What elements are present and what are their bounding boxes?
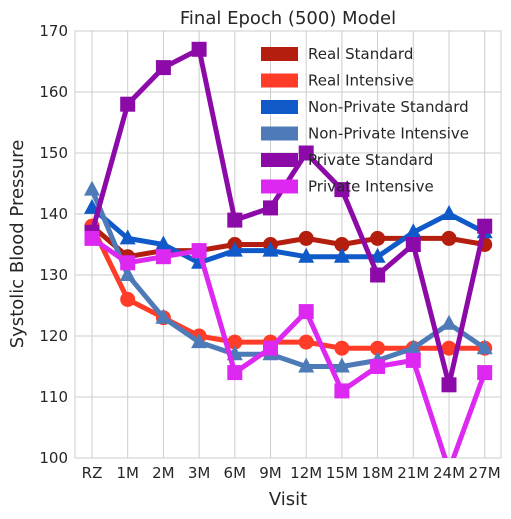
x-tick-label: 24M [433, 464, 465, 482]
y-tick-label: 100 [39, 449, 68, 467]
data-point [263, 200, 278, 216]
x-tick-label: 27M [469, 464, 501, 482]
legend-item: Private Standard [261, 151, 433, 169]
data-point [477, 218, 493, 234]
data-point [370, 359, 386, 374]
x-tick-label: 1M [116, 464, 139, 482]
legend-swatch [261, 100, 298, 114]
series-group [84, 41, 493, 458]
legend-item: Real Standard [261, 45, 413, 63]
data-point [298, 304, 314, 320]
data-point [370, 267, 386, 283]
legend: Real Standard Real Intensive Non-Private S… [261, 45, 469, 196]
data-point [441, 205, 457, 220]
legend-swatch [261, 47, 298, 61]
data-point [370, 230, 386, 246]
legend-label: Private Standard [308, 151, 433, 169]
legend-item: Real Intensive [261, 72, 414, 90]
data-point [334, 383, 350, 399]
legend-label: Real Intensive [308, 72, 414, 90]
series-line [90, 205, 486, 266]
legend-label: Real Standard [308, 45, 413, 63]
x-tick-label: 6M [224, 464, 247, 482]
data-point [298, 145, 314, 161]
data-point [405, 223, 422, 239]
data-point [441, 230, 457, 246]
data-point [370, 340, 386, 356]
data-point [227, 365, 243, 381]
y-axis-label: Systolic Blood Pressure [7, 140, 28, 349]
data-point [155, 60, 171, 76]
y-tick-label: 120 [39, 327, 68, 345]
legend-swatch [261, 73, 298, 88]
y-tick-label: 110 [39, 388, 68, 406]
y-tick-label: 130 [39, 266, 68, 284]
legend-swatch [261, 126, 298, 141]
data-point [120, 96, 136, 112]
data-point [405, 352, 421, 368]
chart-title: Final Epoch (500) Model [180, 8, 396, 29]
x-tick-label: 9M [259, 464, 282, 482]
data-point [191, 333, 208, 349]
data-point [298, 247, 315, 263]
legend-label: Non-Private Intensive [308, 125, 469, 143]
legend-swatch [261, 153, 298, 167]
data-point [333, 357, 350, 373]
data-point [298, 334, 314, 350]
legend-item: Non-Private Standard [261, 98, 469, 116]
data-point [120, 291, 136, 307]
data-point [226, 241, 243, 257]
data-point [334, 340, 350, 356]
data-point [405, 237, 421, 252]
x-tick-label: 18M [362, 464, 394, 482]
data-point [333, 247, 350, 263]
data-point [155, 249, 171, 265]
data-point [334, 237, 350, 252]
data-point [476, 339, 493, 355]
legend-label: Private Intensive [308, 178, 434, 196]
data-point [84, 180, 100, 196]
data-point [119, 266, 136, 281]
x-tick-label: 2M [152, 464, 175, 482]
data-point [441, 314, 457, 330]
y-tick-label: 160 [39, 83, 68, 101]
data-point [191, 243, 207, 259]
x-axis-label: Visit [269, 489, 307, 510]
data-point [155, 235, 172, 251]
legend-swatch [261, 179, 298, 194]
data-point [477, 365, 493, 381]
data-point [84, 230, 100, 246]
data-point [227, 334, 243, 350]
data-point [191, 41, 207, 57]
series-line [89, 188, 487, 369]
legend-label: Non-Private Standard [308, 98, 469, 116]
series-private-intensive [84, 230, 493, 458]
data-point [155, 308, 172, 324]
y-tick-label: 150 [39, 144, 68, 162]
x-tick-label: RZ [82, 464, 103, 482]
legend-item: Non-Private Intensive [261, 125, 469, 143]
legend-item: Private Intensive [261, 178, 434, 196]
y-tick-label: 170 [39, 22, 68, 40]
x-tick-label: 3M [188, 464, 211, 482]
x-tick-label: 21M [397, 464, 429, 482]
data-point [263, 340, 278, 356]
data-point [405, 339, 422, 355]
data-point [120, 255, 136, 271]
data-point [441, 377, 457, 393]
data-point [334, 182, 350, 198]
data-point [298, 357, 315, 373]
x-tick-label: 12M [290, 464, 322, 482]
y-tick-label: 140 [39, 205, 68, 223]
x-tick-label: 15M [326, 464, 358, 482]
data-point [441, 340, 457, 356]
data-point [262, 241, 279, 257]
data-point [227, 212, 243, 228]
data-point [119, 229, 136, 245]
data-point [298, 230, 314, 246]
